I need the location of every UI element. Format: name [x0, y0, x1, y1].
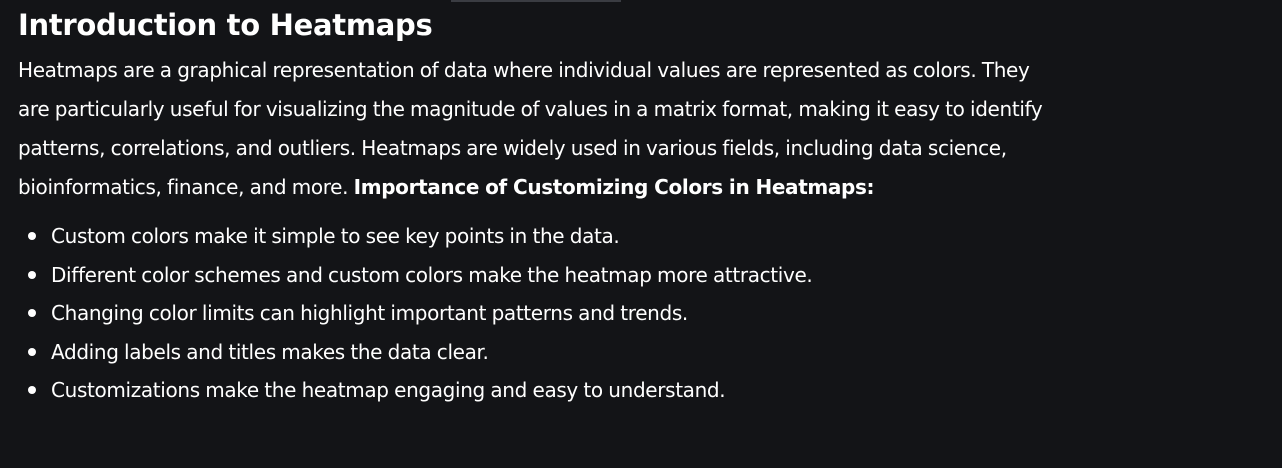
bullet-dot-icon	[28, 232, 36, 240]
list-item-text: Changing color limits can highlight impo…	[51, 301, 688, 325]
list-item-text: Customizations make the heatmap engaging…	[51, 378, 726, 402]
top-tab-indicator	[451, 0, 621, 2]
list-item: Different color schemes and custom color…	[18, 256, 1058, 295]
list-item: Changing color limits can highlight impo…	[18, 294, 1058, 333]
intro-text: Heatmaps are a graphical representation …	[18, 58, 1043, 199]
bullet-dot-icon	[28, 309, 36, 317]
article-title: Introduction to Heatmaps	[18, 8, 433, 42]
section-label: Importance of Customizing Colors in Heat…	[353, 175, 875, 199]
importance-list: Custom colors make it simple to see key …	[18, 217, 1058, 410]
bullet-dot-icon	[28, 347, 36, 356]
bullet-dot-icon	[28, 270, 36, 279]
article: Introduction to Heatmaps Heatmaps are a …	[18, 6, 1058, 410]
list-item-text: Different color schemes and custom color…	[51, 262, 813, 287]
list-item: Custom colors make it simple to see key …	[18, 217, 1058, 256]
bullet-dot-icon	[28, 386, 36, 394]
list-item-text: Custom colors make it simple to see key …	[51, 224, 620, 248]
intro-paragraph: Heatmaps are a graphical representation …	[18, 51, 1058, 207]
list-item: Customizations make the heatmap engaging…	[18, 371, 1058, 410]
list-item: Adding labels and titles makes the data …	[18, 333, 1058, 372]
list-item-text: Adding labels and titles makes the data …	[51, 339, 489, 364]
